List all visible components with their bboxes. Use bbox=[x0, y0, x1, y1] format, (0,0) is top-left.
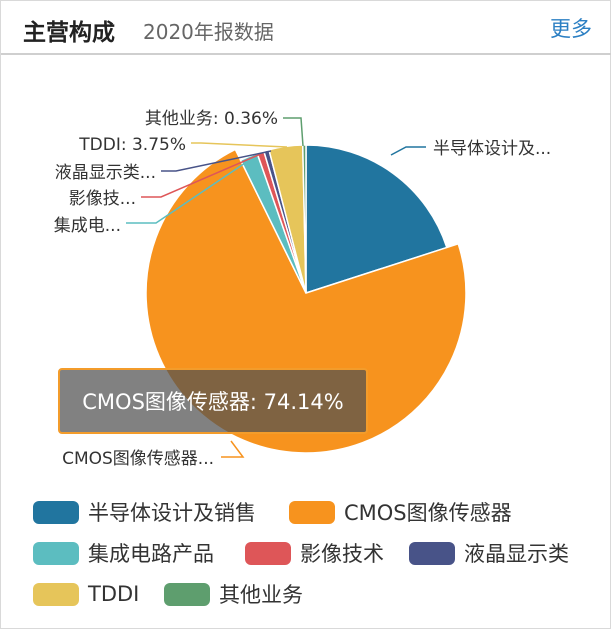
legend-swatch bbox=[33, 582, 79, 606]
card-header: 主营构成 2020年报数据 更多 bbox=[1, 1, 611, 55]
slice-label-4: 影像技... bbox=[69, 189, 136, 209]
card-subtitle: 2020年报数据 bbox=[143, 20, 274, 44]
pie-slice-1[interactable] bbox=[305, 144, 448, 295]
tooltip-text: CMOS图像传感器: 74.14% bbox=[82, 390, 344, 414]
legend-item-7[interactable]: 其他业务 bbox=[164, 579, 303, 609]
legend-label: 半导体设计及销售 bbox=[88, 501, 256, 525]
legend-item-6[interactable]: TDDI bbox=[33, 579, 139, 609]
legend-swatch bbox=[33, 500, 79, 524]
slice-label-5: 液晶显示类... bbox=[55, 163, 156, 183]
legend-swatch bbox=[289, 500, 335, 524]
leader-line-3 bbox=[126, 158, 252, 224]
leader-line-6 bbox=[191, 142, 288, 148]
legend-label: 集成电路产品 bbox=[88, 542, 214, 566]
more-link[interactable]: 更多 bbox=[550, 17, 592, 41]
legend-swatch bbox=[33, 541, 79, 565]
legend-item-2[interactable]: CMOS图像传感器 bbox=[289, 497, 512, 527]
legend-swatch bbox=[164, 582, 210, 606]
legend-label: CMOS图像传感器 bbox=[344, 501, 512, 525]
legend-label: 其他业务 bbox=[219, 583, 303, 607]
leader-line-2 bbox=[221, 440, 245, 458]
slice-label-2: CMOS图像传感器... bbox=[62, 449, 214, 469]
leader-line-4 bbox=[141, 152, 264, 198]
slice-label-1: 半导体设计及... bbox=[433, 139, 551, 159]
legend-item-3[interactable]: 集成电路产品 bbox=[33, 538, 214, 568]
legend-item-4[interactable]: 影像技术 bbox=[245, 538, 384, 568]
legend-label: 液晶显示类 bbox=[464, 542, 569, 566]
legend-swatch bbox=[245, 541, 291, 565]
leader-line-5 bbox=[161, 150, 272, 172]
legend-swatch bbox=[409, 541, 455, 565]
slice-label-3: 集成电... bbox=[54, 216, 121, 236]
slice-label-7: 其他业务: 0.36% bbox=[145, 109, 278, 129]
leader-line-7 bbox=[283, 117, 304, 147]
legend-item-5[interactable]: 液晶显示类 bbox=[409, 538, 569, 568]
legend-item-1[interactable]: 半导体设计及销售 bbox=[33, 497, 256, 527]
slice-label-6: TDDI: 3.75% bbox=[78, 135, 186, 155]
leader-line-1 bbox=[390, 146, 426, 156]
legend-label: 影像技术 bbox=[300, 542, 384, 566]
card-title: 主营构成 bbox=[23, 20, 115, 46]
chart-tooltip: CMOS图像传感器: 74.14% bbox=[58, 368, 368, 434]
legend-label: TDDI bbox=[88, 582, 140, 606]
